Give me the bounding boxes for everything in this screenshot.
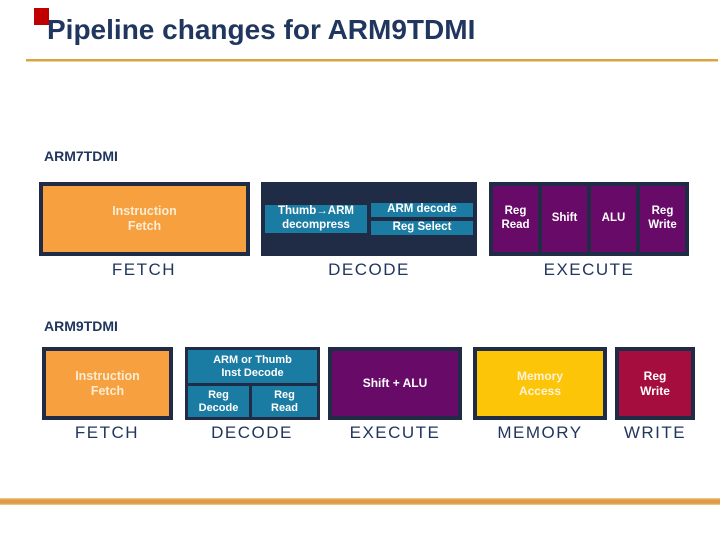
arm7-reg-write-label: Reg Write xyxy=(648,205,677,231)
arm7-reg-select-cell: Reg Select xyxy=(371,221,473,235)
arm7-section-heading: ARM7TDMI xyxy=(44,148,118,164)
arm7-fetch-box: Instruction Fetch xyxy=(39,182,250,256)
arm7-reg-select-label: Reg Select xyxy=(392,221,452,233)
arm9-stage-label-memory: MEMORY xyxy=(497,423,583,442)
arm7-arm-decode-cell: ARM decode xyxy=(371,203,473,217)
arm7-thumb-decompress-label: Thumb→ARM decompress xyxy=(277,205,354,231)
arm7-decode-right-column: ARM decode Reg Select xyxy=(371,203,473,235)
arm9-reg-read-label: Reg Read xyxy=(271,388,298,414)
title-underline xyxy=(26,59,718,62)
arm9-section-heading: ARM9TDMI xyxy=(44,318,118,334)
arm7-shift-label: Shift xyxy=(551,212,578,225)
arm7-stage-label-fetch: FETCH xyxy=(111,260,177,279)
slide-title: Pipeline changes for ARM9TDMI xyxy=(47,14,476,45)
arm7-stage-label-execute: EXECUTE xyxy=(543,260,635,279)
arm7-reg-read-label: Reg Read xyxy=(501,205,530,231)
arm9-stage-label-fetch: FETCH xyxy=(74,423,140,442)
arm9-memory-label: Memory Access xyxy=(516,369,563,398)
arm7-alu-cell: ALU xyxy=(591,186,636,252)
arm9-fetch-box: Instruction Fetch xyxy=(42,347,173,420)
arm9-write-label: Reg Write xyxy=(640,369,670,398)
bottom-accent-bar xyxy=(0,498,720,505)
arm9-inst-decode-label: ARM or Thumb Inst Decode xyxy=(213,353,292,379)
arm9-decode-box: ARM or Thumb Inst Decode Reg Decode Reg … xyxy=(185,347,320,420)
arm7-arm-decode-label: ARM decode xyxy=(387,203,457,216)
arm9-memory-box: Memory Access xyxy=(473,347,607,420)
arm7-decode-box: Thumb→ARM decompress ARM decode Reg Sele… xyxy=(261,182,477,256)
arm7-reg-write-cell: Reg Write xyxy=(640,186,685,252)
arm9-decode-bottom-row: Reg Decode Reg Read xyxy=(188,386,317,417)
arm7-shift-cell: Shift xyxy=(542,186,587,252)
arm9-inst-decode-cell: ARM or Thumb Inst Decode xyxy=(188,350,317,383)
red-square-marker xyxy=(34,8,49,25)
arm9-stage-label-decode: DECODE xyxy=(211,423,293,442)
arm7-fetch-label: Instruction Fetch xyxy=(112,204,177,233)
arm7-thumb-decompress-cell: Thumb→ARM decompress xyxy=(265,205,367,233)
arm9-reg-read-cell: Reg Read xyxy=(252,386,317,417)
arm9-write-box: Reg Write xyxy=(615,347,695,420)
arm9-execute-label: Shift + ALU xyxy=(362,376,428,391)
arm7-alu-label: ALU xyxy=(601,212,626,225)
arm9-reg-decode-label: Reg Decode xyxy=(198,388,239,414)
arm7-reg-read-cell: Reg Read xyxy=(493,186,538,252)
arm7-stage-label-decode: DECODE xyxy=(328,260,410,279)
arm7-execute-box: Reg Read Shift ALU Reg Write xyxy=(489,182,689,256)
arm9-fetch-label: Instruction Fetch xyxy=(75,368,140,398)
arm9-stage-label-execute: EXECUTE xyxy=(349,423,441,442)
arm9-stage-label-write: WRITE xyxy=(623,423,687,442)
arm9-reg-decode-cell: Reg Decode xyxy=(188,386,249,417)
arm9-execute-box: Shift + ALU xyxy=(328,347,462,420)
